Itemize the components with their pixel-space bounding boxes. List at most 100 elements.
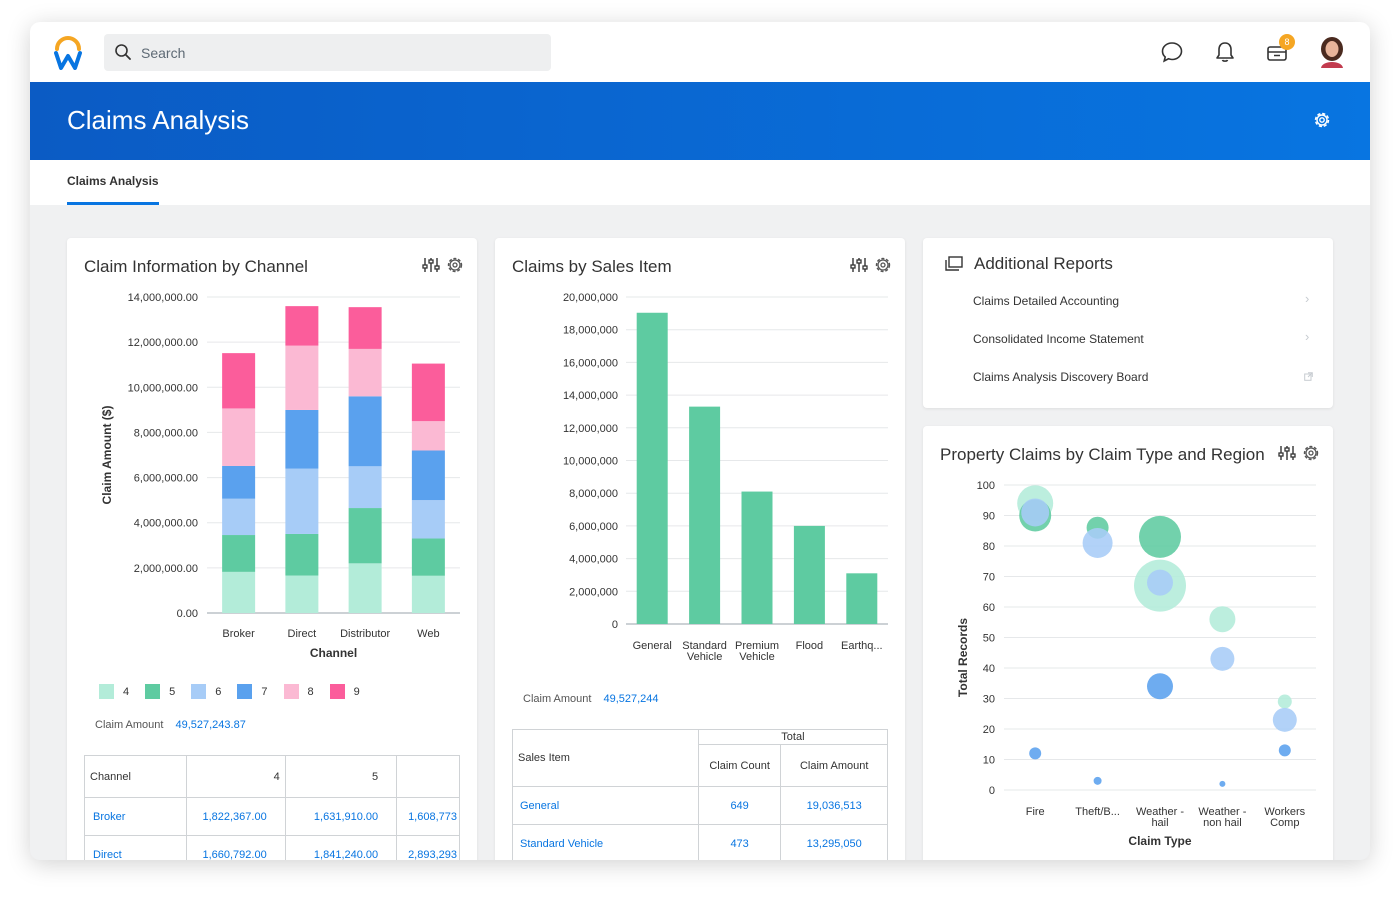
bar-segment bbox=[222, 535, 256, 572]
y-tick-label: 60 bbox=[983, 602, 995, 614]
y-tick-label: 90 bbox=[983, 511, 995, 523]
external-link-icon[interactable] bbox=[1304, 372, 1313, 381]
summary-value[interactable]: 49,527,244 bbox=[603, 693, 659, 705]
gear-icon[interactable] bbox=[1311, 109, 1333, 131]
bar-segment bbox=[348, 508, 382, 564]
value-cell[interactable]: 13,295,050 bbox=[780, 824, 888, 860]
chat-icon[interactable] bbox=[1160, 40, 1184, 64]
search-input[interactable]: Search bbox=[104, 34, 551, 71]
x-tick-label: Earthq... bbox=[841, 640, 883, 652]
x-tick-label: Weather - bbox=[1136, 806, 1184, 818]
legend-item[interactable]: 4 bbox=[99, 684, 129, 699]
legend-swatch bbox=[145, 684, 161, 699]
avatar[interactable] bbox=[1318, 36, 1346, 68]
legend-label: 4 bbox=[123, 685, 130, 698]
data-point bbox=[1147, 569, 1173, 596]
table-row: General 649 19,036,513 bbox=[512, 786, 888, 825]
value-cell[interactable]: 19,036,513 bbox=[780, 786, 888, 825]
value-cell[interactable]: 1,660,792.00 bbox=[185, 835, 286, 860]
reports-icon bbox=[945, 256, 963, 271]
x-axis-title: Claim Type bbox=[1128, 834, 1191, 848]
y-tick-label: 2,000,000 bbox=[569, 586, 618, 598]
bar-segment bbox=[285, 306, 319, 346]
y-tick-label: 30 bbox=[983, 694, 995, 706]
legend-label: 5 bbox=[169, 685, 176, 698]
claims-by-sales-item-chart: 0 2,000,000 4,000,000 6,000,000 8,000,000 10,… bbox=[563, 292, 888, 663]
bar-segment bbox=[222, 571, 256, 613]
sales-item-cell[interactable]: General bbox=[512, 786, 699, 825]
gear-icon[interactable] bbox=[874, 256, 892, 274]
report-link[interactable]: Consolidated Income Statement bbox=[973, 332, 1144, 346]
bell-icon[interactable] bbox=[1214, 40, 1236, 64]
card-title: Claim Information by Channel bbox=[84, 257, 308, 276]
card-title: Property Claims by Claim Type and Region bbox=[940, 445, 1265, 464]
data-point bbox=[1147, 673, 1173, 700]
bar-segment bbox=[348, 466, 382, 509]
sales-item-cell[interactable]: Standard Vehicle bbox=[512, 824, 699, 860]
value-cell[interactable]: 1,822,367.00 bbox=[185, 797, 286, 836]
legend-item[interactable]: 6 bbox=[191, 684, 221, 699]
bar-segment bbox=[411, 575, 445, 613]
table-row: Broker 1,822,367.00 1,631,910.00 1,608,7… bbox=[84, 797, 460, 836]
table-row: Direct 1,660,792.00 1,841,240.00 2,893,2… bbox=[84, 835, 460, 860]
y-axis-title: Claim Amount ($) bbox=[100, 406, 114, 505]
column-header: Sales Item bbox=[512, 729, 699, 787]
x-tick-label: Standard bbox=[682, 640, 727, 652]
claim-amount-summary: Claim Amount 49,527,243.87 bbox=[95, 719, 246, 731]
y-axis-title: Total Records bbox=[956, 618, 970, 697]
gear-icon[interactable] bbox=[446, 256, 464, 274]
data-point bbox=[1139, 515, 1181, 558]
tab-claims-analysis[interactable]: Claims Analysis bbox=[67, 174, 159, 205]
channel-cell[interactable]: Broker bbox=[84, 797, 187, 836]
chevron-right-icon[interactable]: › bbox=[1305, 291, 1310, 306]
card-actions bbox=[1278, 444, 1320, 467]
inbox-icon[interactable] bbox=[1265, 40, 1289, 64]
bar-segment bbox=[348, 307, 382, 349]
chevron-right-icon[interactable]: › bbox=[1305, 329, 1310, 344]
value-cell[interactable]: 473 bbox=[697, 824, 782, 860]
top-bar: Search 8 bbox=[30, 22, 1370, 82]
page-header: Claims Analysis bbox=[30, 82, 1370, 160]
report-link[interactable]: Claims Analysis Discovery Board bbox=[973, 370, 1149, 384]
value-cell[interactable]: 1,841,240.00 bbox=[284, 835, 398, 860]
value-cell[interactable]: 2,893,293 bbox=[396, 835, 460, 860]
value-cell[interactable]: 1,631,910.00 bbox=[284, 797, 398, 836]
legend-label: 7 bbox=[261, 685, 268, 698]
x-tick-label: hail bbox=[1151, 817, 1168, 829]
x-tick-label: General bbox=[633, 640, 672, 652]
gear-icon[interactable] bbox=[1302, 444, 1320, 462]
legend-item[interactable]: 8 bbox=[283, 684, 314, 699]
column-header: 4 bbox=[185, 755, 286, 798]
y-tick-label: 40 bbox=[983, 663, 995, 675]
report-link[interactable]: Claims Detailed Accounting bbox=[973, 294, 1120, 308]
column-header: Claim Amount bbox=[780, 744, 888, 787]
summary-label: Claim Amount bbox=[523, 693, 592, 705]
value-cell[interactable]: 649 bbox=[697, 786, 782, 825]
filter-settings-icon[interactable] bbox=[422, 256, 440, 274]
summary-value[interactable]: 49,527,243.87 bbox=[175, 719, 246, 731]
y-tick-label: 50 bbox=[983, 633, 995, 645]
column-header: Claim Count bbox=[697, 744, 782, 787]
channel-cell[interactable]: Direct bbox=[84, 835, 187, 860]
inbox-badge: 8 bbox=[1279, 34, 1295, 50]
group-header: Total bbox=[697, 729, 889, 745]
property-claims-card: Property Claims by Claim Type and Region… bbox=[923, 426, 1333, 860]
workday-logo[interactable] bbox=[52, 36, 84, 70]
value-cell[interactable]: 1,608,773 bbox=[396, 797, 460, 836]
filter-settings-icon[interactable] bbox=[1278, 444, 1296, 462]
y-tick-label: 70 bbox=[983, 572, 995, 584]
app-window: Search 8 Claims Analysis Claims Ana bbox=[30, 22, 1370, 860]
legend-label: 6 bbox=[215, 685, 222, 698]
legend-item[interactable]: 5 bbox=[145, 684, 175, 699]
y-tick-label: 6,000,000 bbox=[569, 521, 618, 533]
y-tick-label: 20,000,000 bbox=[563, 292, 618, 304]
channel-table: Channel 4 5 Broker 1,822,367.00 1,631,91… bbox=[84, 755, 460, 860]
legend-item[interactable]: 9 bbox=[329, 684, 360, 699]
column-header: Channel bbox=[84, 755, 187, 798]
filter-settings-icon[interactable] bbox=[850, 256, 868, 274]
legend-item[interactable]: 7 bbox=[237, 684, 268, 699]
y-tick-label: 80 bbox=[983, 541, 995, 553]
data-point bbox=[1093, 776, 1102, 785]
column-header: 5 bbox=[284, 755, 398, 798]
search-placeholder: Search bbox=[141, 45, 186, 61]
